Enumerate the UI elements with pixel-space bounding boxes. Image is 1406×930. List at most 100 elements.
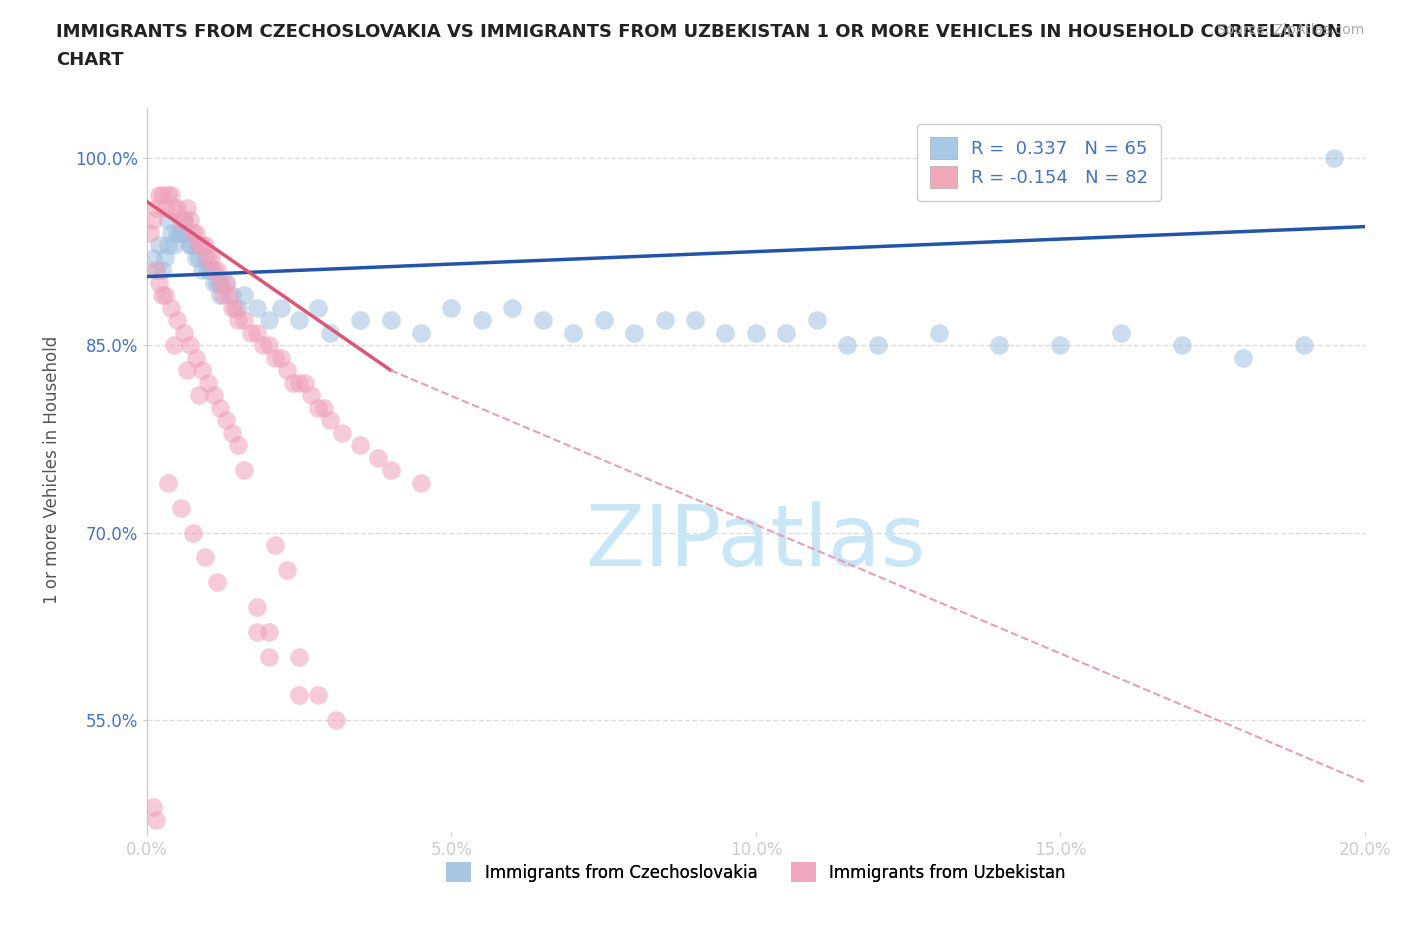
Point [191, 363, 214, 378]
Point [367, 450, 389, 465]
Point [202, 275, 225, 290]
Point [288, 687, 311, 702]
Point [283, 375, 305, 390]
Point [221, 425, 243, 440]
Point [194, 550, 217, 565]
Point [187, 388, 209, 403]
Point [1323, 151, 1346, 166]
Point [148, 188, 170, 203]
Point [257, 625, 280, 640]
Point [197, 263, 219, 278]
Point [160, 188, 183, 203]
Point [173, 213, 195, 228]
Point [176, 363, 198, 378]
Point [179, 238, 201, 253]
Y-axis label: 1 or more Vehicles in Household: 1 or more Vehicles in Household [44, 336, 60, 604]
Point [264, 351, 287, 365]
Point [169, 225, 191, 240]
Point [257, 650, 280, 665]
Point [239, 326, 262, 340]
Text: ZIPatlas: ZIPatlas [585, 501, 927, 584]
Point [380, 462, 402, 477]
Point [806, 312, 828, 327]
Point [209, 400, 232, 415]
Point [184, 351, 207, 365]
Point [173, 326, 195, 340]
Point [228, 300, 250, 315]
Point [288, 375, 311, 390]
Point [233, 462, 256, 477]
Point [215, 275, 238, 290]
Point [166, 225, 188, 240]
Point [163, 238, 186, 253]
Point [270, 300, 292, 315]
Point [409, 326, 432, 340]
Point [200, 250, 222, 265]
Point [714, 326, 737, 340]
Point [246, 600, 269, 615]
Point [330, 425, 353, 440]
Point [191, 238, 214, 253]
Point [294, 375, 316, 390]
Point [318, 413, 340, 428]
Point [145, 201, 167, 216]
Point [150, 288, 173, 303]
Point [233, 288, 256, 303]
Point [155, 250, 177, 265]
Point [246, 326, 269, 340]
Point [179, 213, 201, 228]
Point [349, 438, 371, 453]
Point [307, 300, 329, 315]
Point [264, 538, 287, 552]
Point [745, 326, 768, 340]
Point [166, 201, 188, 216]
Point [409, 475, 432, 490]
Point [150, 188, 173, 203]
Point [142, 213, 165, 228]
Point [257, 312, 280, 327]
Text: CHART: CHART [56, 51, 124, 69]
Point [169, 225, 191, 240]
Point [173, 213, 195, 228]
Point [209, 275, 232, 290]
Point [1171, 338, 1194, 352]
Point [163, 201, 186, 216]
Point [288, 650, 311, 665]
Point [160, 225, 183, 240]
Point [184, 250, 207, 265]
Point [252, 338, 274, 352]
Point [184, 225, 207, 240]
Point [145, 263, 167, 278]
Point [142, 250, 165, 265]
Point [212, 288, 235, 303]
Point [299, 388, 322, 403]
Point [1292, 338, 1315, 352]
Point [197, 375, 219, 390]
Point [150, 263, 173, 278]
Point [325, 712, 347, 727]
Point [179, 338, 201, 352]
Point [160, 300, 183, 315]
Point [307, 687, 329, 702]
Point [928, 326, 950, 340]
Point [288, 312, 311, 327]
Point [531, 312, 554, 327]
Point [209, 275, 232, 290]
Point [181, 225, 204, 240]
Point [988, 338, 1011, 352]
Point [205, 263, 228, 278]
Point [221, 288, 243, 303]
Point [148, 238, 170, 253]
Point [276, 363, 298, 378]
Point [142, 800, 165, 815]
Point [166, 312, 188, 327]
Point [145, 812, 167, 827]
Point [179, 238, 201, 253]
Point [155, 288, 177, 303]
Point [200, 263, 222, 278]
Point [205, 275, 228, 290]
Point [683, 312, 706, 327]
Point [440, 300, 463, 315]
Point [562, 326, 585, 340]
Point [233, 312, 256, 327]
